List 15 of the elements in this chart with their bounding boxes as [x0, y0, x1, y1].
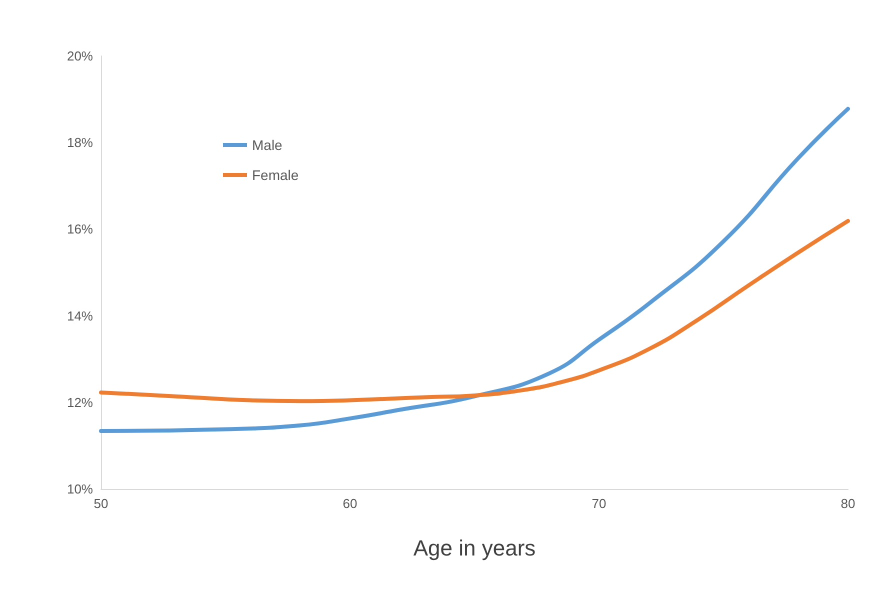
x-tick-label: 60: [342, 496, 358, 511]
legend-label: Female: [252, 167, 299, 183]
line-series: [99, 218, 850, 404]
x-tick-label: 80: [840, 496, 856, 511]
y-tick-label: 16%: [66, 222, 94, 237]
y-tick-label: 14%: [66, 308, 94, 324]
legend-label: Male: [252, 137, 283, 153]
x-tick-label: 70: [592, 496, 606, 511]
y-tick-label: 20%: [66, 48, 94, 64]
y-tick-label: 12%: [66, 394, 94, 410]
y-tick-label: 10%: [66, 482, 94, 496]
x-axis-title: Age in years: [413, 536, 536, 560]
x-tick-label: 50: [94, 496, 108, 511]
line-series: [99, 106, 850, 433]
y-tick-label: 18%: [66, 135, 94, 150]
